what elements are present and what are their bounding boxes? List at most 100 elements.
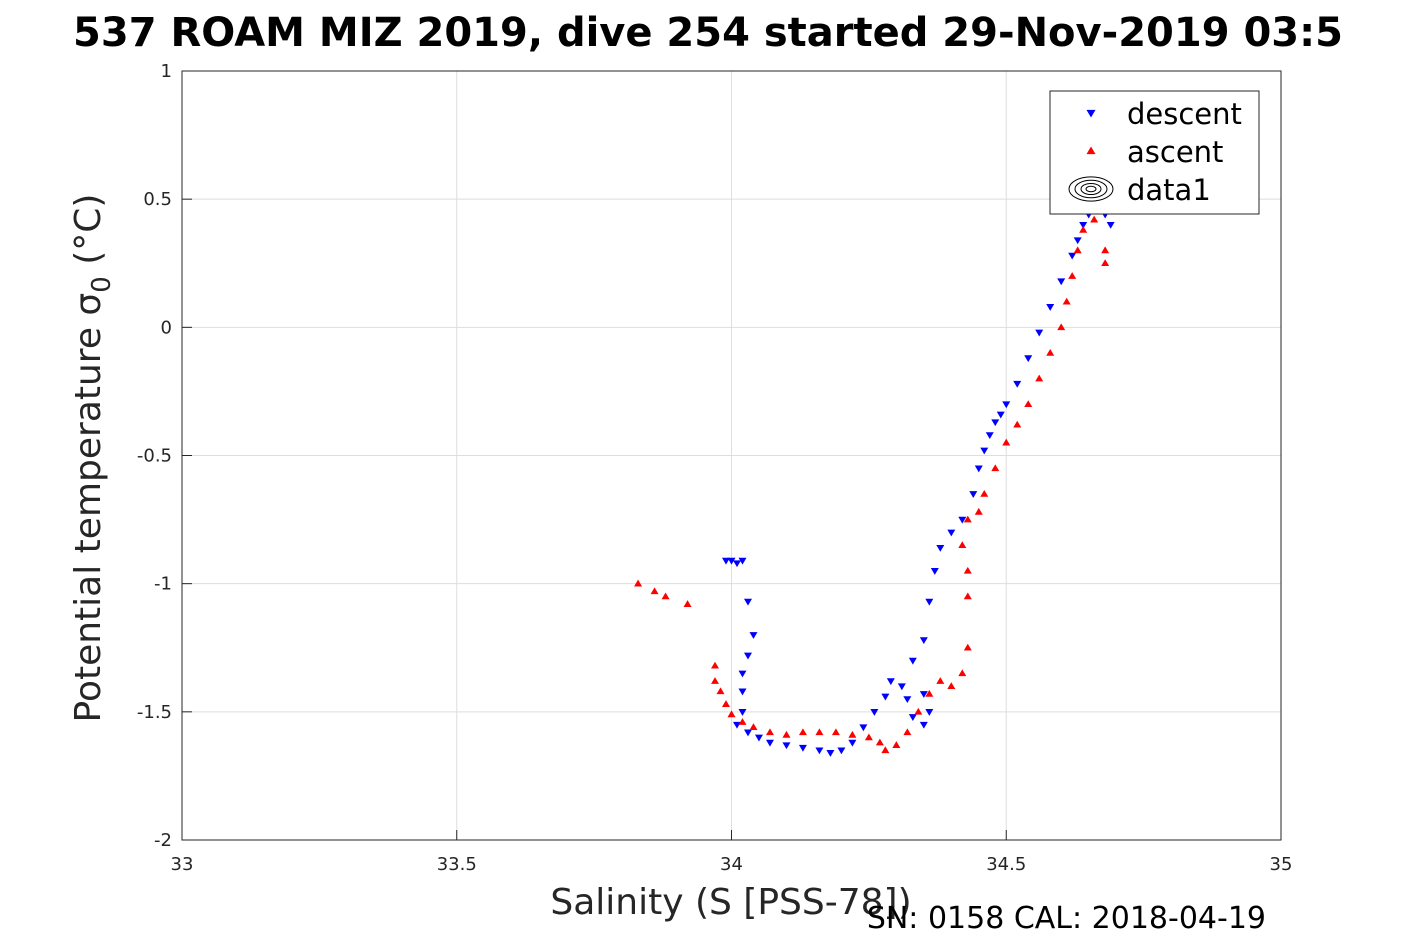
chart-title: 537 ROAM MIZ 2019, dive 254 started 29-N… — [73, 10, 1343, 56]
descent-point — [925, 598, 934, 606]
ascent-point — [815, 728, 824, 736]
ascent-point — [1035, 374, 1044, 382]
ascent-point — [711, 661, 720, 669]
ascent-point — [1101, 246, 1110, 254]
ascent-point — [947, 682, 956, 689]
data-series — [634, 206, 1115, 757]
ascent-point — [936, 677, 945, 684]
ascent-point — [848, 730, 857, 738]
ascent-point — [1101, 259, 1110, 267]
legend-contour-icon — [1068, 176, 1114, 202]
ascent-point — [864, 733, 873, 741]
y-axis-label-symbol: σ — [68, 293, 109, 316]
descent-point — [732, 560, 741, 568]
ascent-point — [722, 700, 731, 707]
descent-point — [859, 724, 868, 732]
ascent-point — [875, 738, 884, 746]
ascent-point — [1013, 420, 1022, 428]
legend-ascent-label: ascent — [1127, 135, 1223, 169]
y-tick-label: 0.5 — [143, 189, 172, 210]
descent-point — [722, 557, 731, 565]
descent-point — [765, 739, 774, 747]
descent-point — [837, 747, 846, 755]
ascent-point — [738, 718, 747, 725]
descent-point — [1079, 222, 1088, 229]
descent-point — [1002, 401, 1011, 409]
descent-point — [958, 516, 967, 524]
ascent-point — [1002, 438, 1011, 446]
descent-point — [930, 568, 939, 575]
descent-point — [738, 670, 747, 678]
y-tick-label: -2 — [154, 830, 172, 851]
descent-point — [732, 721, 741, 729]
descent-point — [738, 557, 747, 565]
x-tick-label: 33 — [171, 854, 194, 875]
ascent-point — [914, 707, 923, 715]
legend-ascent-marker — [1086, 146, 1096, 155]
descent-point — [897, 683, 906, 691]
descent-point — [1024, 355, 1033, 363]
legend-items: descent ascent data1 — [1068, 97, 1242, 207]
x-tick-label: 33.5 — [437, 854, 477, 875]
legend-contour-icon — [1074, 179, 1108, 199]
ascent-point — [798, 728, 807, 736]
descent-point — [919, 691, 928, 698]
descent-point — [848, 739, 857, 747]
ascent-point — [958, 669, 967, 677]
y-axis-label-subscript: 0 — [87, 276, 117, 293]
ascent-point — [1073, 246, 1082, 254]
legend-descent-marker — [1086, 109, 1096, 118]
y-tick-label: -1.5 — [137, 702, 172, 723]
y-axis-label-unit: (°C) — [68, 194, 109, 277]
ascent-point — [963, 515, 972, 523]
descent-point — [919, 637, 928, 645]
descent-point — [743, 729, 752, 737]
ascent-point — [958, 541, 967, 549]
descent-point — [815, 747, 824, 755]
descent-point — [886, 678, 895, 686]
ascent-point — [963, 566, 972, 574]
y-tick-label: 1 — [161, 61, 172, 82]
descent-point — [980, 447, 989, 455]
x-axis-ticks: 33 33.5 34 34.5 35 — [171, 830, 1292, 875]
y-axis-ticks: -2 -1.5 -1 -0.5 0 0.5 1 — [137, 61, 192, 851]
descent-point — [925, 709, 934, 716]
ascent-point — [1046, 348, 1055, 356]
descent-point — [1068, 252, 1077, 260]
y-tick-label: -1 — [154, 574, 172, 595]
descent-point — [974, 465, 983, 473]
descent-point — [991, 419, 1000, 427]
descent-point — [870, 709, 879, 716]
descent-point — [908, 657, 917, 665]
descent-point — [969, 491, 978, 498]
descent-point — [782, 742, 791, 750]
descent-point — [743, 652, 752, 660]
ascent-point — [749, 723, 758, 731]
descent-point — [749, 632, 758, 639]
legend-descent-label: descent — [1127, 97, 1242, 131]
legend-data1-label: data1 — [1127, 173, 1211, 207]
descent-point — [996, 411, 1005, 419]
legend: descent ascent data1 — [1049, 90, 1260, 215]
y-axis-label: Potential temperature σ0 (°C) — [68, 194, 117, 723]
ascent-point — [1090, 215, 1099, 223]
descent-point — [798, 744, 807, 752]
descent-point — [738, 709, 747, 716]
descent-point — [1106, 222, 1115, 229]
descent-point — [743, 598, 752, 606]
ascent-point — [1068, 272, 1077, 279]
descent-point — [1057, 278, 1066, 286]
ascent-point — [991, 464, 1000, 472]
ascent-point — [1079, 225, 1088, 233]
descent-point — [727, 557, 736, 565]
y-tick-label: 0 — [161, 317, 172, 338]
ascent-point — [634, 579, 643, 587]
ascent-point — [727, 710, 736, 718]
ascent-point — [765, 728, 774, 736]
ascent-point — [963, 643, 972, 651]
descent-point — [903, 696, 912, 704]
ascent-point — [980, 489, 989, 497]
ascent-point — [711, 677, 720, 684]
descent-point — [881, 693, 890, 701]
ascent-point — [661, 592, 670, 600]
